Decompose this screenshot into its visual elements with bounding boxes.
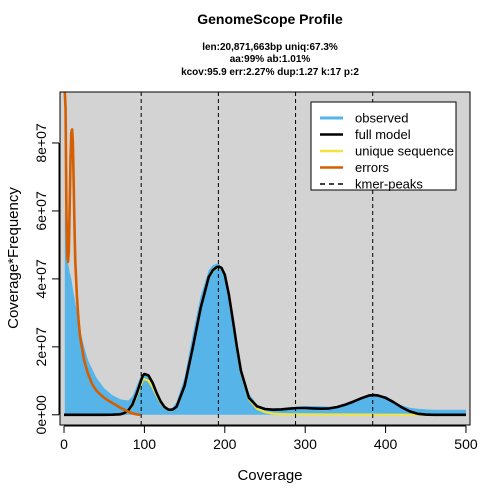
x-tick-label: 400	[374, 436, 398, 452]
plot-frame	[59, 91, 471, 426]
chart-subtitle-line-3: kcov:95.9 err:2.27% dup:1.27 k:17 p:2	[181, 67, 359, 78]
x-tick-label: 500	[454, 436, 478, 452]
chart-subtitle-line-1: len:20,871,663bp uniq:67.3%	[202, 42, 338, 53]
legend-label-unique-sequence: unique sequence	[355, 144, 454, 159]
series-layer	[63, 91, 467, 417]
y-tick-label: 6e+07	[33, 191, 49, 231]
chart-subtitle-line-2: aa:99% ab:1.01%	[230, 54, 311, 65]
x-tick-label: 200	[213, 436, 237, 452]
series-observed-area	[64, 210, 467, 415]
y-axis-title: Coverage*Frequency	[5, 187, 22, 329]
x-tick-label: 0	[60, 436, 68, 452]
y-tick-label: 4e+07	[33, 259, 49, 299]
y-tick-label: 2e+07	[33, 327, 49, 367]
chart-title: GenomeScope Profile	[197, 11, 343, 27]
series-errors-line	[63, 91, 141, 417]
legend-label-full-model: full model	[355, 127, 411, 142]
y-tick-label: 0e+00	[33, 395, 49, 435]
legend-label-errors: errors	[355, 160, 389, 175]
y-axis: 0e+00 2e+07 4e+07 6e+07 8e+07	[33, 123, 60, 435]
y-tick-label: 8e+07	[33, 123, 49, 163]
legend-label-kmer-peaks: kmer-peaks	[355, 177, 423, 192]
x-tick-label: 300	[294, 436, 318, 452]
x-axis-title: Coverage	[237, 467, 302, 484]
legend-label-observed: observed	[355, 111, 408, 126]
x-tick-label: 100	[133, 436, 157, 452]
x-axis: 0 100 200 300 400 500	[60, 425, 478, 452]
series-full-model-line	[64, 265, 466, 417]
